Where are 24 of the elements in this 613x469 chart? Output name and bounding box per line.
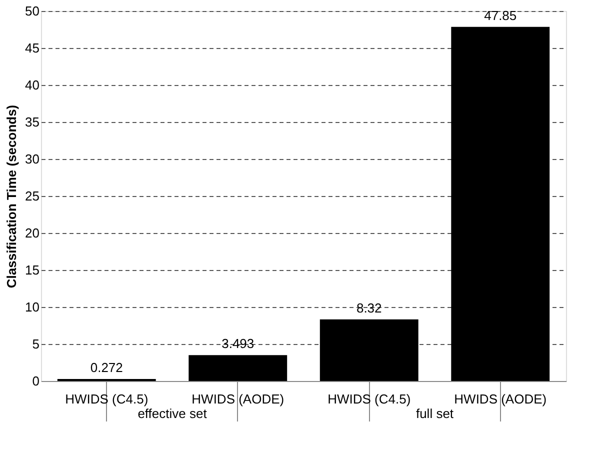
y-tick-label: 15 xyxy=(25,262,40,278)
y-tick-label: 50 xyxy=(25,4,40,18)
bar xyxy=(320,319,418,381)
y-tick-label: 35 xyxy=(25,114,40,130)
y-tick-label: 0 xyxy=(32,374,40,388)
data-label: 47.85 xyxy=(484,8,517,23)
data-label: 0.272 xyxy=(90,360,123,375)
x-tick-label: HWIDS (C4.5) xyxy=(328,392,411,406)
x-tick-label: HWIDS (AODE) xyxy=(454,392,547,406)
y-axis-title: Classification Time (seconds) xyxy=(4,104,20,288)
y-tick-label: 20 xyxy=(25,226,40,240)
x-tick-label: HWIDS (AODE) xyxy=(192,392,284,406)
y-tick-label: 45 xyxy=(25,40,40,56)
bar xyxy=(451,26,550,381)
y-tick-label: 25 xyxy=(25,188,40,204)
text: effective set xyxy=(138,406,208,421)
data-label: 3.493 xyxy=(222,336,254,352)
y-tick-label: 5 xyxy=(32,336,40,352)
bar xyxy=(188,355,288,381)
y-tick-label: 30 xyxy=(25,152,40,166)
y-tick-label: 10 xyxy=(25,300,40,314)
y-tick-label: 40 xyxy=(25,78,40,92)
text: full set xyxy=(416,406,454,421)
x-tick-label: HWIDS (C4.5) xyxy=(65,392,148,406)
